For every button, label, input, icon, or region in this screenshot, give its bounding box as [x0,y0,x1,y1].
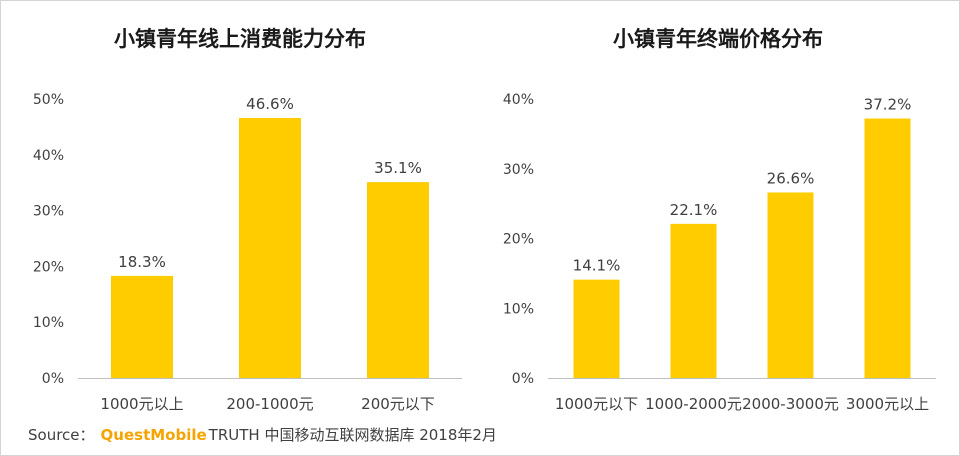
source-brand: QuestMobile [100,426,207,444]
y-tick-label: 20% [503,232,534,248]
data-label: 26.6% [767,169,815,187]
y-tick-label: 50% [33,92,64,108]
x-tick-label: 1000元以下 [555,395,638,413]
x-tick-label: 200-1000元 [226,395,313,413]
chart-online-spending: 小镇青年线上消费能力分布 0% 10% 20% 30% 40% 50% 18.3% 1000元… [33,27,462,413]
source-note: Source： QuestMobile TRUTH 中国移动互联网数据库 2018年… [28,424,497,445]
data-label: 37.2% [864,96,912,114]
x-tick-label: 1000-2000元 [645,395,742,413]
y-tick-label: 0% [512,371,534,387]
data-label: 46.6% [246,95,294,113]
x-tick-label: 200元以下 [361,395,435,413]
x-tick-label: 1000元以上 [100,395,183,413]
bar [864,118,911,378]
x-tick-label: 3000元以上 [846,395,929,413]
y-tick-label: 0% [42,371,64,387]
chart-title: 小镇青年线上消费能力分布 [114,27,366,51]
bar [239,117,301,379]
chart-title: 小镇青年终端价格分布 [613,27,823,51]
source-prefix: Source： [28,426,95,444]
bar [111,275,173,378]
y-tick-label: 30% [503,162,534,178]
y-tick-label: 10% [503,301,534,317]
bar [670,223,717,378]
y-tick-label: 10% [33,315,64,331]
bar [767,192,814,378]
source-text: TRUTH 中国移动互联网数据库 2018年2月 [208,426,497,444]
data-label: 14.1% [573,257,621,275]
bar [367,182,429,378]
chart-device-price: 小镇青年终端价格分布 0% 10% 20% 30% 40% 14.1% 1000元以下 22.… [503,27,936,413]
data-label: 22.1% [670,201,718,219]
y-tick-label: 40% [33,148,64,164]
x-tick-label: 2000-3000元 [742,395,839,413]
data-label: 35.1% [374,159,422,177]
data-label: 18.3% [118,253,166,271]
bar [573,279,620,378]
y-tick-label: 20% [33,259,64,275]
y-tick-label: 40% [503,92,534,108]
y-tick-label: 30% [33,204,64,220]
